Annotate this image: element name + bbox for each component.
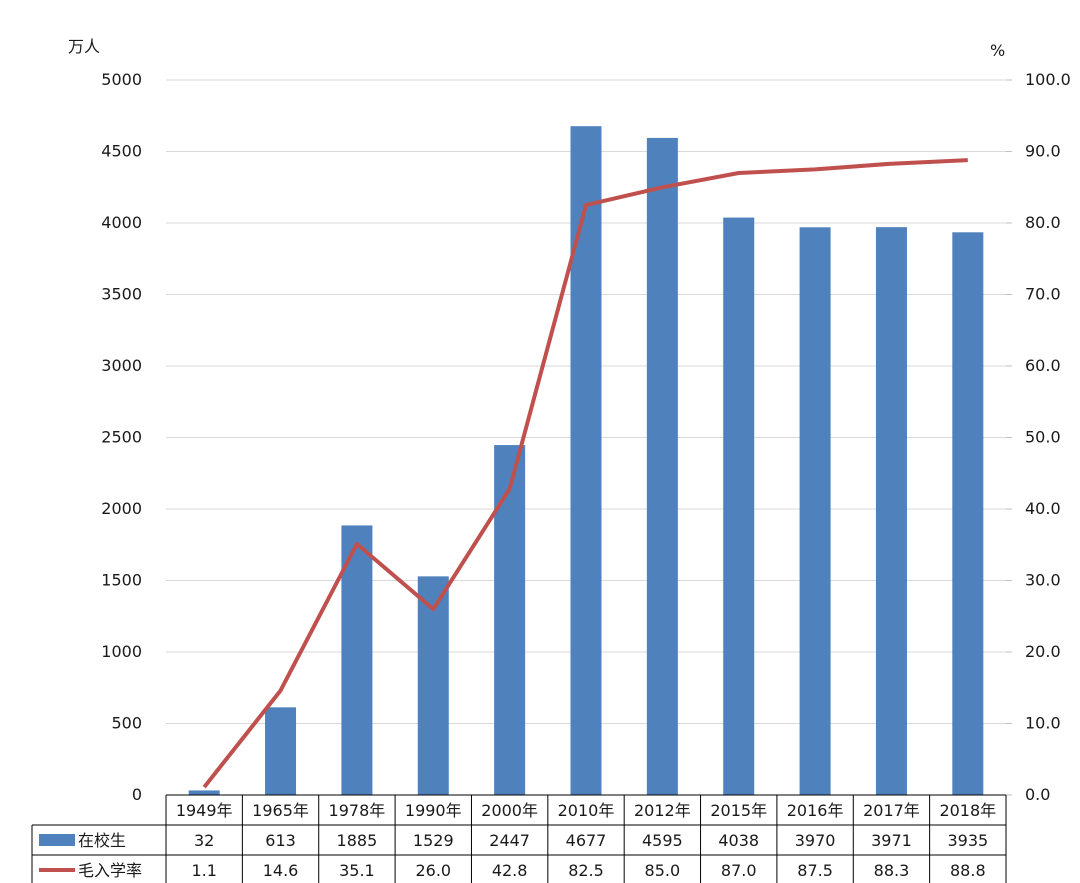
bar-value-label: 2447	[489, 831, 530, 850]
line-value-label: 88.8	[950, 861, 986, 880]
legend-line-label: 毛入学率	[78, 861, 142, 880]
category-label: 1978年	[329, 801, 386, 820]
bar	[494, 445, 526, 795]
right-tick-label: 90.0	[1025, 142, 1061, 161]
line-value-label: 85.0	[645, 861, 681, 880]
category-label: 2000年	[481, 801, 538, 820]
bar-value-label: 4595	[642, 831, 683, 850]
line-value-label: 26.0	[415, 861, 451, 880]
category-label: 2012年	[634, 801, 691, 820]
bar	[570, 126, 602, 795]
line-value-label: 14.6	[263, 861, 299, 880]
line-series	[202, 158, 968, 789]
bar-value-label: 613	[265, 831, 296, 850]
right-tick-label: 80.0	[1025, 213, 1061, 232]
bar-value-label: 1529	[413, 831, 454, 850]
bar	[723, 217, 755, 796]
right-tick-label: 40.0	[1025, 499, 1061, 518]
left-tick-label: 4000	[101, 213, 142, 232]
bar	[417, 576, 449, 795]
left-tick-label: 2500	[101, 428, 142, 447]
left-tick-label: 5000	[101, 70, 142, 89]
bar-value-label: 1885	[337, 831, 378, 850]
category-label: 1949年	[176, 801, 233, 820]
right-tick-label: 0.0	[1025, 785, 1050, 804]
line-value-label: 88.3	[874, 861, 910, 880]
left-tick-label: 1000	[101, 642, 142, 661]
category-label: 2017年	[863, 801, 920, 820]
line-value-label: 35.1	[339, 861, 375, 880]
left-tick-label: 0	[132, 785, 142, 804]
bar	[646, 137, 678, 796]
bar	[875, 227, 907, 796]
bar-value-label: 3971	[871, 831, 912, 850]
category-label: 2016年	[787, 801, 844, 820]
bar	[341, 525, 373, 795]
right-axis-unit: %	[990, 41, 1005, 60]
line-value-label: 1.1	[191, 861, 216, 880]
right-tick-label: 100.0	[1025, 70, 1071, 89]
bar	[952, 232, 984, 796]
line-value-label: 87.0	[721, 861, 757, 880]
left-tick-label: 3000	[101, 356, 142, 375]
right-tick-label: 50.0	[1025, 428, 1061, 447]
bar-value-label: 3970	[795, 831, 836, 850]
right-tick-label: 30.0	[1025, 571, 1061, 590]
line-value-label: 42.8	[492, 861, 528, 880]
bar-value-label: 32	[194, 831, 214, 850]
axes: 万人 % 0 500 1000 1500 2000 2500 3000 3500 4000 450…	[68, 37, 1071, 804]
right-tick-label: 10.0	[1025, 714, 1061, 733]
left-tick-label: 2000	[101, 499, 142, 518]
line-value-label: 82.5	[568, 861, 604, 880]
data-table: 1949年 1965年 1978年 1990年 2000年 2010年 2012年 2015年…	[31, 794, 1007, 883]
bar-series	[188, 126, 984, 796]
right-tick-label: 70.0	[1025, 285, 1061, 304]
category-label: 1965年	[252, 801, 309, 820]
category-label: 2018年	[939, 801, 996, 820]
line-value-label: 87.5	[797, 861, 833, 880]
bar-value-label: 3935	[947, 831, 988, 850]
right-tick-label: 60.0	[1025, 356, 1061, 375]
bar	[265, 707, 297, 795]
left-axis-unit: 万人	[68, 37, 100, 56]
right-tick-label: 20.0	[1025, 642, 1061, 661]
left-tick-label: 1500	[101, 571, 142, 590]
left-tick-label: 4500	[101, 142, 142, 161]
legend-bar-label: 在校生	[78, 831, 126, 850]
bar	[799, 227, 831, 796]
legend-bar-swatch	[39, 834, 75, 846]
bar	[188, 790, 220, 795]
bar-value-label: 4038	[718, 831, 759, 850]
bar-value-label: 4677	[566, 831, 607, 850]
category-label: 1990年	[405, 801, 462, 820]
left-tick-label: 3500	[101, 285, 142, 304]
category-label: 2010年	[558, 801, 615, 820]
category-label: 2015年	[710, 801, 767, 820]
left-tick-label: 500	[111, 714, 142, 733]
